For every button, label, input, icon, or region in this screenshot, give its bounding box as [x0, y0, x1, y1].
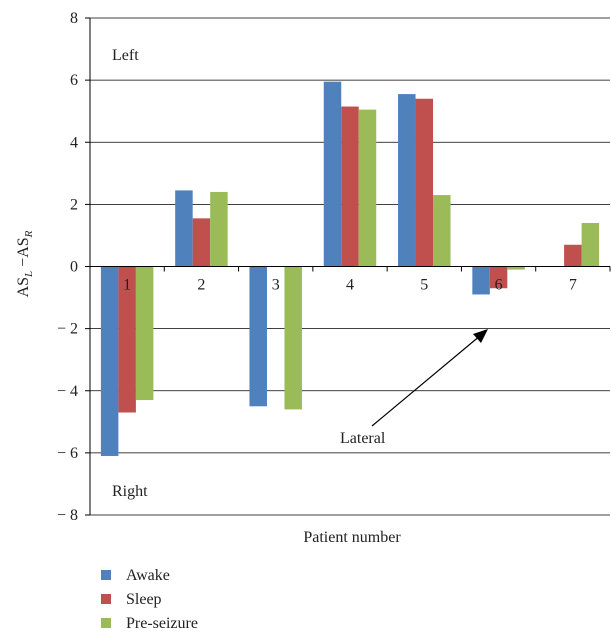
lateral-arrow-line	[371, 334, 482, 427]
x-tick-label: 6	[495, 277, 503, 294]
legend: Awake Sleep Pre-seizure	[101, 567, 198, 632]
bar-pre-seizure-4	[358, 109, 377, 267]
lateral-arrow-head	[473, 329, 488, 343]
bar-sleep-4	[341, 106, 359, 267]
bar-awake-6	[472, 266, 490, 295]
legend-swatch	[101, 570, 111, 580]
y-axis-title-sub-l: L	[23, 271, 35, 278]
y-axis-title-mid: −AS	[15, 237, 32, 270]
y-tick-label: − 8	[57, 507, 78, 524]
legend-label: Pre-seizure	[126, 615, 198, 632]
y-axis-title-sub-r: R	[23, 230, 35, 238]
bar-awake-2	[175, 190, 193, 267]
legend-swatch	[101, 594, 111, 604]
y-tick-label: 6	[70, 72, 78, 89]
legend-label: Sleep	[126, 591, 162, 608]
y-tick-label: 0	[70, 259, 78, 276]
x-tick-label: 3	[272, 277, 280, 294]
bar-pre-seizure-5	[433, 195, 451, 267]
y-axis-title: ASL −ASR	[15, 230, 35, 297]
y-tick-label: 4	[70, 134, 78, 151]
y-tick-label: 2	[70, 196, 78, 213]
bars	[100, 81, 600, 456]
x-tick-label: 4	[346, 277, 354, 294]
bar-awake-4	[323, 81, 342, 267]
bar-pre-seizure-1	[135, 266, 154, 401]
x-tick-label: 2	[197, 277, 205, 294]
bar-pre-seizure-2	[210, 191, 228, 267]
bar-awake-5	[398, 94, 416, 267]
x-axis-title: Patient number	[303, 529, 401, 546]
x-tick-label: 7	[569, 277, 577, 294]
y-tick-label: − 4	[57, 383, 78, 400]
bar-awake-3	[249, 266, 267, 407]
legend-label: Awake	[126, 567, 170, 584]
legend-swatch	[101, 618, 111, 628]
y-axis-title-base: AS	[15, 277, 32, 297]
bar-sleep-5	[415, 98, 434, 267]
bar-pre-seizure-6	[507, 266, 525, 270]
bar-sleep-6	[489, 266, 508, 289]
annotation-right: Right	[112, 483, 148, 500]
x-tick-label: 5	[420, 277, 428, 294]
x-tick-labels: 1 2 3 4 5 6 7	[123, 277, 577, 294]
annotation-left: Left	[112, 47, 139, 64]
y-tick-label: − 2	[57, 321, 78, 338]
axes	[85, 17, 611, 516]
x-tick-label: 1	[123, 277, 131, 294]
annotation-lateral: Lateral	[340, 430, 386, 447]
y-tick-label: 8	[70, 10, 78, 27]
y-tick-labels: 8 6 4 2 0 − 2 − 4 − 6 − 8	[57, 10, 78, 524]
bar-sleep-7	[564, 244, 582, 267]
bar-awake-1	[100, 266, 119, 456]
bar-sleep-1	[118, 266, 136, 413]
y-tick-label: − 6	[57, 445, 78, 462]
bar-pre-seizure-7	[581, 223, 600, 267]
bar-pre-seizure-3	[284, 266, 302, 410]
bar-sleep-2	[192, 218, 211, 267]
